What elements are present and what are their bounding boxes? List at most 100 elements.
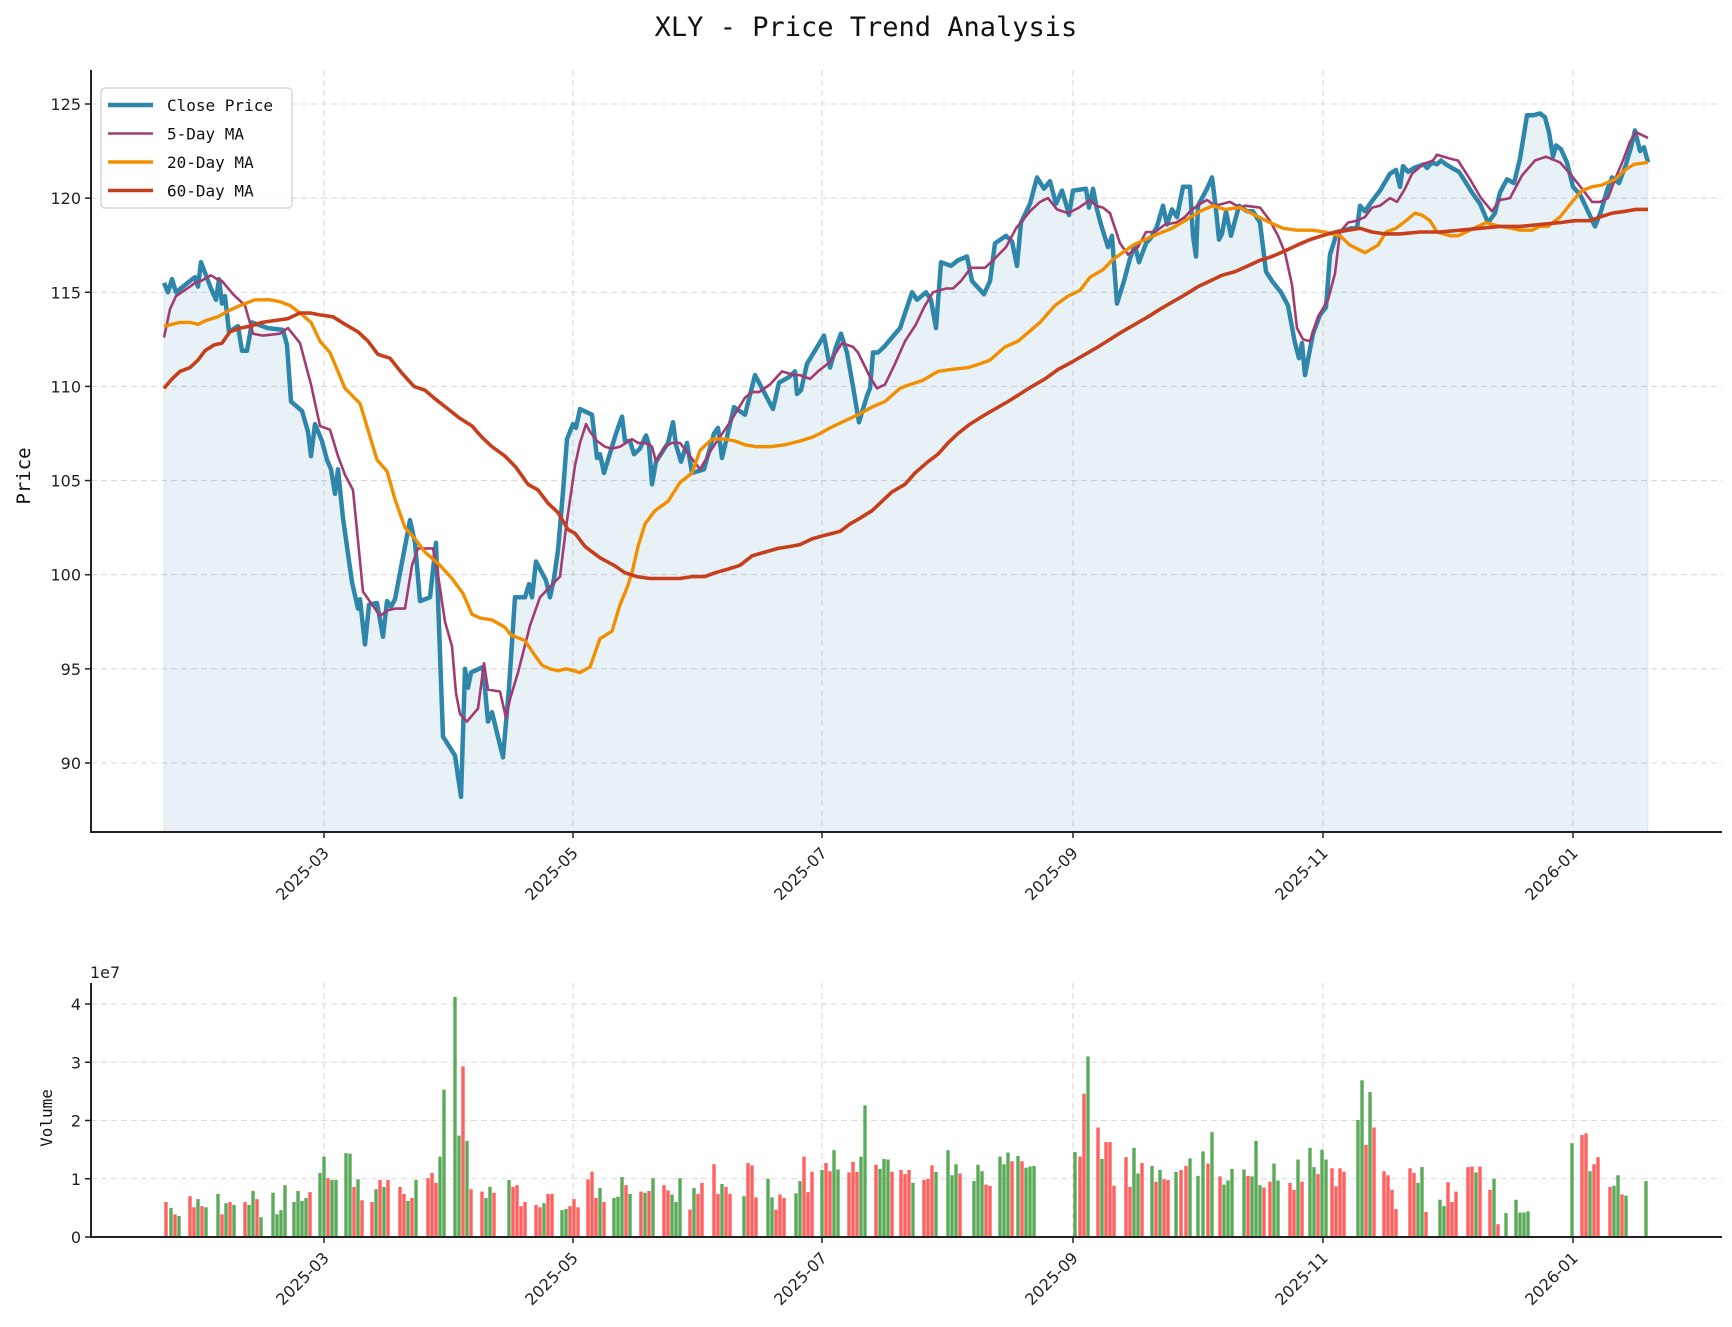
volume-bar bbox=[972, 1181, 976, 1237]
volume-bar bbox=[1408, 1168, 1412, 1237]
volume-bar bbox=[802, 1156, 806, 1237]
volume-bar bbox=[1334, 1186, 1338, 1237]
y-tick-label: 95 bbox=[61, 660, 81, 679]
volume-bar bbox=[1612, 1185, 1616, 1237]
volume-y-axis-label: Volume bbox=[37, 1089, 56, 1147]
chart-title: XLY - Price Trend Analysis bbox=[655, 12, 1078, 43]
volume-bar bbox=[832, 1150, 836, 1237]
volume-bar bbox=[1246, 1175, 1250, 1237]
y-tick-label: 105 bbox=[50, 472, 81, 491]
volume-bar bbox=[370, 1202, 374, 1237]
volume-bar bbox=[1150, 1165, 1154, 1237]
x-tick-label: 2025-05 bbox=[521, 843, 582, 904]
x-tick-label: 2025-07 bbox=[770, 843, 831, 904]
ma20-line bbox=[163, 160, 1649, 675]
volume-bar bbox=[523, 1202, 527, 1237]
volume-bar bbox=[1446, 1182, 1450, 1237]
volume-bar bbox=[1276, 1180, 1280, 1237]
volume-bar bbox=[1356, 1119, 1360, 1237]
volume-bar bbox=[1390, 1189, 1394, 1237]
volume-bar bbox=[824, 1163, 828, 1237]
volume-bar bbox=[519, 1206, 523, 1237]
volume-bar bbox=[602, 1202, 606, 1237]
volume-bar bbox=[890, 1171, 894, 1237]
volume-bar bbox=[1526, 1211, 1530, 1237]
volume-bar bbox=[828, 1171, 832, 1237]
volume-bar bbox=[851, 1161, 855, 1237]
volume-bar bbox=[1078, 1156, 1082, 1237]
volume-bar bbox=[958, 1173, 962, 1237]
volume-bar bbox=[1518, 1212, 1522, 1237]
price-axes: 90 95 100 105 110 115 120 125 2025-03 2025-05 2025… bbox=[50, 70, 1722, 904]
volume-bar bbox=[1166, 1179, 1170, 1237]
volume-bar bbox=[279, 1210, 283, 1237]
volume-bar bbox=[247, 1204, 251, 1237]
volume-bar bbox=[612, 1197, 616, 1237]
volume-bar bbox=[1596, 1157, 1600, 1237]
volume-bar bbox=[998, 1156, 1002, 1237]
close-price-line bbox=[161, 111, 1651, 800]
legend-item-close: Close Price bbox=[108, 96, 273, 115]
volume-bar bbox=[1474, 1172, 1478, 1237]
volume-bar bbox=[1096, 1127, 1100, 1237]
volume-bar bbox=[251, 1190, 255, 1237]
volume-bar bbox=[1424, 1211, 1428, 1237]
volume-bar bbox=[326, 1178, 330, 1237]
volume-bar bbox=[1584, 1133, 1588, 1237]
volume-bar bbox=[292, 1202, 296, 1237]
volume-bar bbox=[1478, 1166, 1482, 1237]
volume-bar bbox=[204, 1207, 208, 1237]
volume-bar bbox=[322, 1156, 326, 1237]
volume-bar bbox=[1210, 1132, 1214, 1237]
volume-bar bbox=[678, 1178, 682, 1237]
volume-bar bbox=[511, 1186, 515, 1237]
legend-label: 20-Day MA bbox=[167, 153, 254, 172]
volume-bar bbox=[308, 1192, 312, 1237]
volume-bar bbox=[720, 1183, 724, 1237]
volume-bar bbox=[624, 1185, 628, 1237]
volume-bar bbox=[1620, 1194, 1624, 1237]
volume-bar bbox=[1258, 1185, 1262, 1237]
volume-bar bbox=[438, 1156, 442, 1237]
volume-bar bbox=[586, 1179, 590, 1237]
volume-bar bbox=[1020, 1161, 1024, 1237]
volume-bar bbox=[1488, 1189, 1492, 1237]
volume-bar bbox=[616, 1196, 620, 1237]
volume-bar bbox=[1372, 1127, 1376, 1237]
volume-bar bbox=[1466, 1167, 1470, 1237]
volume-bar bbox=[1188, 1158, 1192, 1237]
volume-bar bbox=[1312, 1167, 1316, 1237]
volume-bar bbox=[1024, 1167, 1028, 1237]
volume-bar bbox=[886, 1159, 890, 1237]
volume-bar bbox=[488, 1186, 492, 1237]
volume-bar bbox=[334, 1179, 338, 1237]
volume-bar bbox=[1454, 1191, 1458, 1237]
volume-bar bbox=[259, 1217, 263, 1237]
volume-bar bbox=[863, 1105, 867, 1237]
volume-bar bbox=[1360, 1080, 1364, 1237]
volume-bar bbox=[926, 1178, 930, 1237]
volume-bar bbox=[1382, 1171, 1386, 1237]
volume-bar bbox=[1016, 1156, 1020, 1237]
volume-bar bbox=[410, 1197, 414, 1237]
volume-bar bbox=[461, 1066, 465, 1237]
volume-bar bbox=[794, 1193, 798, 1237]
volume-bar bbox=[542, 1203, 546, 1237]
legend-label: 5-Day MA bbox=[167, 125, 244, 144]
volume-bar bbox=[465, 1140, 469, 1237]
volume-bar bbox=[1504, 1213, 1508, 1237]
volume-bar bbox=[232, 1204, 236, 1237]
volume-bar bbox=[1162, 1179, 1166, 1237]
x-tick-label: 2026-01 bbox=[1521, 1248, 1582, 1309]
volume-bar bbox=[1028, 1166, 1032, 1237]
volume-bar bbox=[546, 1193, 550, 1237]
volume-bar bbox=[200, 1206, 204, 1237]
x-tick-label: 2025-11 bbox=[1271, 843, 1332, 904]
volume-bar bbox=[271, 1192, 275, 1237]
volume-bar bbox=[1342, 1171, 1346, 1237]
volume-bar bbox=[1300, 1181, 1304, 1237]
volume-bar bbox=[1226, 1180, 1230, 1237]
volume-bar bbox=[692, 1188, 696, 1237]
volume-bar bbox=[836, 1169, 840, 1237]
volume-bar bbox=[318, 1172, 322, 1237]
